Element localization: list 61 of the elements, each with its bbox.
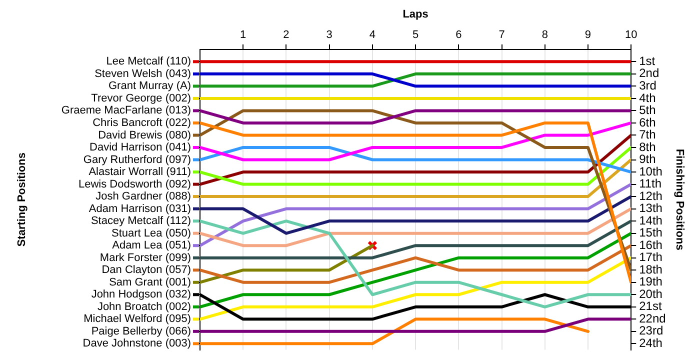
y-tick-label: 14th xyxy=(639,213,662,228)
legend-label: Josh Gardner (088) xyxy=(96,190,191,203)
y-tick-label: 3rd xyxy=(639,78,656,92)
legend-label: Graeme MacFarlane (013) xyxy=(61,104,191,117)
y-tick-label: 10th xyxy=(639,164,662,178)
legend-label: John Hodgson (032) xyxy=(91,288,191,301)
y-tick-label: 12th xyxy=(639,188,662,203)
legend-label: David Brewis (080) xyxy=(98,129,191,142)
x-tick-label: 6 xyxy=(456,28,462,41)
y-tick-label: 9th xyxy=(639,152,656,166)
y-tick-label: 8th xyxy=(639,140,656,154)
legend-label: Trevor George (002) xyxy=(91,92,191,104)
legend-label: Lewis Dodsworth (092) xyxy=(78,178,191,190)
x-tick-label: 3 xyxy=(326,28,332,41)
y-tick-label: 7th xyxy=(639,128,656,142)
legend-label: Stacey Metcalf (112) xyxy=(90,215,191,228)
legend-label: Grant Murray (A) xyxy=(108,80,191,92)
y-tick-label: 23rd xyxy=(639,324,664,338)
y-tick-label: 17th xyxy=(639,250,662,264)
legend-label: Paige Bellerby (066) xyxy=(91,325,191,338)
y-tick-label: 18th xyxy=(639,262,662,276)
y-axis-title: Finishing Positions xyxy=(673,148,686,250)
legend-label: Mark Forster (099) xyxy=(100,252,191,264)
y-tick-label: 1st xyxy=(639,54,656,68)
y-tick-label: 21st xyxy=(639,299,662,314)
y-tick-label: 4th xyxy=(639,90,656,105)
y-tick-label: 13th xyxy=(639,201,662,216)
legend-label: Stuart Lea (050) xyxy=(112,227,191,240)
x-tick-label: 5 xyxy=(412,28,419,41)
legend-label: Michael Welford (095) xyxy=(84,313,191,326)
legend-label: Gary Rutherford (097) xyxy=(83,154,191,166)
y-tick-label: 16th xyxy=(639,238,662,252)
legend-label: Alastair Worrall (911) xyxy=(88,166,191,178)
y-tick-label: 2nd xyxy=(639,66,660,80)
y-tick-label: 24th xyxy=(639,336,662,350)
legend-label: John Broatch (002) xyxy=(97,300,191,313)
y-tick-label: 15th xyxy=(639,226,662,240)
legend-label: Dave Johnstone (003) xyxy=(82,338,191,350)
x-tick-label: 2 xyxy=(283,28,290,41)
x-tick-label: 10 xyxy=(624,28,638,41)
x-tick-label: 7 xyxy=(498,28,505,41)
legend-label: Chris Bancroft (022) xyxy=(92,117,191,129)
text: Starting Positions xyxy=(16,152,28,247)
legend-label: Lee Metcalf (110) xyxy=(106,56,191,68)
legend-label: Sam Grant (001) xyxy=(109,276,191,288)
legend-label: David Harrison (041) xyxy=(90,142,191,154)
legend-label: Dan Clayton (057) xyxy=(102,264,191,276)
legend-label: Adam Lea (051) xyxy=(112,240,191,252)
x-tick-label: 9 xyxy=(584,28,592,41)
x-axis-title: Laps xyxy=(402,8,428,21)
legend-label: Steven Welsh (043) xyxy=(94,68,191,80)
x-tick-label: 1 xyxy=(240,28,246,41)
y-tick-label: 22nd xyxy=(639,311,666,326)
y-tick-label: 6th xyxy=(639,115,656,130)
legend-label: Adam Harrison (031) xyxy=(88,202,191,215)
y-tick-label: 11th xyxy=(639,176,662,191)
x-tick-label: 8 xyxy=(542,28,548,41)
y-tick-label: 20th xyxy=(639,286,662,301)
y-tick-label: 5th xyxy=(639,103,656,118)
y-tick-label: 19th xyxy=(639,274,662,289)
x-tick-label: 4 xyxy=(369,28,376,41)
